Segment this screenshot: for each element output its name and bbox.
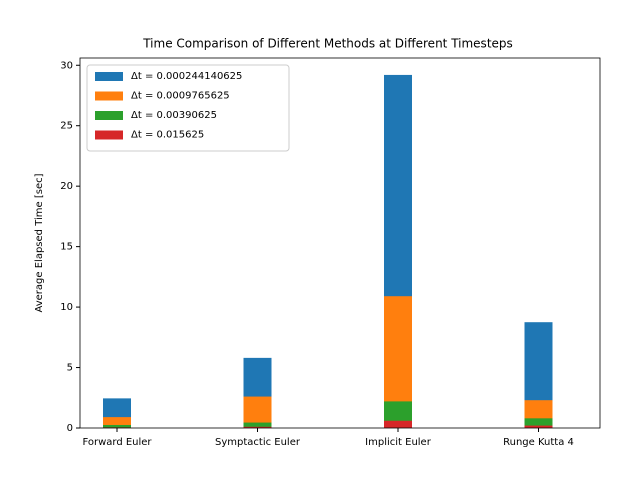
y-tick-label: 5 xyxy=(67,363,73,374)
legend-label: Δt = 0.0009765625 xyxy=(131,91,230,102)
legend-swatch xyxy=(95,91,123,101)
legend-box xyxy=(86,64,290,152)
y-axis-label: Average Elapsed Time [sec] xyxy=(34,173,45,312)
x-tick-label: Implicit Euler xyxy=(365,437,432,448)
chart-title: Time Comparison of Different Methods at … xyxy=(142,37,513,51)
x-tick-label: Runge Kutta 4 xyxy=(503,437,574,448)
y-tick-label: 20 xyxy=(60,181,73,192)
legend-swatch xyxy=(95,130,123,140)
bar xyxy=(524,425,553,428)
legend-label: Δt = 0.000244140625 xyxy=(131,71,242,82)
y-tick-label: 10 xyxy=(60,302,73,313)
legend-swatch xyxy=(95,72,123,81)
legend-swatch xyxy=(95,111,123,120)
bar xyxy=(243,422,272,428)
plot-frame xyxy=(79,57,601,429)
bar xyxy=(243,426,272,428)
bar xyxy=(103,417,131,428)
bar xyxy=(524,418,553,428)
legend-label: Δt = 0.015625 xyxy=(131,130,204,141)
bar xyxy=(384,420,412,428)
y-tick-label: 25 xyxy=(60,121,73,132)
bar xyxy=(103,424,131,428)
y-tick-label: 15 xyxy=(60,242,73,253)
y-tick-label: 0 xyxy=(67,423,73,434)
x-tick-label: Symptactic Euler xyxy=(215,437,301,448)
legend-label: Δt = 0.00390625 xyxy=(131,110,217,121)
y-tick-label: 30 xyxy=(60,60,73,71)
x-tick-label: Forward Euler xyxy=(82,437,152,448)
